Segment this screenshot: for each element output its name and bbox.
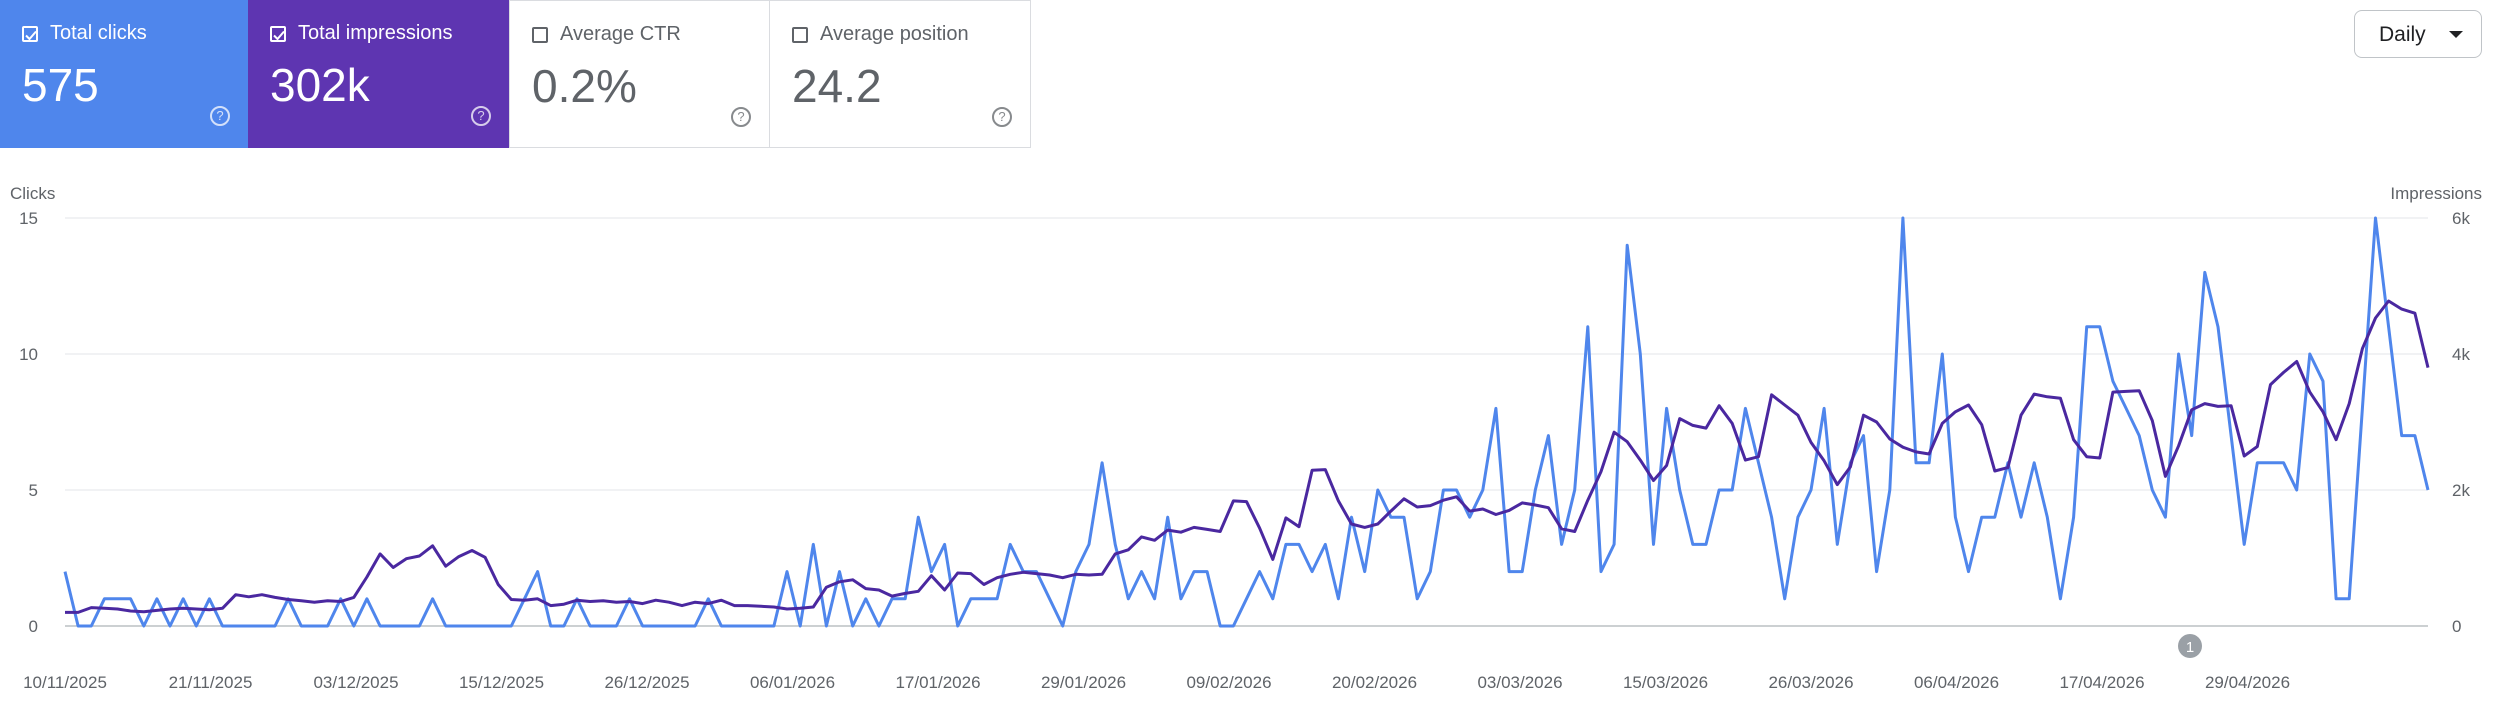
- total-clicks-checkbox[interactable]: [22, 26, 38, 42]
- chart-grid: [65, 217, 2428, 627]
- left-axis-tick-label: 0: [29, 617, 38, 636]
- x-axis-tick-label: 06/01/2026: [750, 673, 835, 692]
- average-ctr-value: 0.2%: [532, 60, 637, 112]
- x-axis-tick-label: 20/02/2026: [1332, 673, 1417, 692]
- x-axis-tick-label: 29/04/2026: [2205, 673, 2290, 692]
- x-axis-tick-label: 09/02/2026: [1186, 673, 1271, 692]
- x-axis-tick-label: 15/12/2025: [459, 673, 544, 692]
- x-axis-tick-label: 10/11/2025: [23, 673, 107, 692]
- average-ctr-card[interactable]: Average CTR 0.2% ?: [509, 0, 770, 148]
- x-axis-tick-label: 03/03/2026: [1477, 673, 1562, 692]
- total-clicks-card[interactable]: Total clicks 575 ?: [0, 0, 248, 148]
- total-clicks-value: 575: [22, 59, 99, 111]
- left-axis-tick-label: 5: [29, 481, 38, 500]
- average-position-value: 24.2: [792, 60, 882, 112]
- help-icon[interactable]: ?: [210, 106, 230, 126]
- help-icon[interactable]: ?: [731, 107, 751, 127]
- x-axis-ticks: 10/11/2025 21/11/2025 03/12/2025 15/12/2025…: [23, 673, 2290, 692]
- average-position-label: Average position: [820, 23, 969, 45]
- help-icon[interactable]: ?: [992, 107, 1012, 127]
- x-axis-tick-label: 26/12/2025: [604, 673, 689, 692]
- period-dropdown-value: Daily: [2379, 23, 2426, 46]
- chevron-down-icon: [2449, 31, 2463, 38]
- left-axis-title: Clicks: [10, 184, 55, 203]
- average-ctr-label: Average CTR: [560, 23, 681, 45]
- help-icon[interactable]: ?: [471, 106, 491, 126]
- x-axis-tick-label: 21/11/2025: [169, 673, 253, 692]
- right-axis-tick-label: 0: [2452, 617, 2461, 636]
- annotation-marker-label: 1: [2186, 639, 2194, 656]
- x-axis-tick-label: 03/12/2025: [313, 673, 398, 692]
- left-axis-tick-label: 10: [19, 345, 38, 364]
- period-dropdown[interactable]: Daily: [2354, 10, 2482, 58]
- right-axis-title: Impressions: [2390, 184, 2482, 203]
- total-impressions-card[interactable]: Total impressions 302k ?: [248, 0, 509, 148]
- total-impressions-checkbox[interactable]: [270, 26, 286, 42]
- chart-series: [63, 216, 2430, 628]
- x-axis-tick-label: 17/01/2026: [895, 673, 980, 692]
- average-ctr-checkbox[interactable]: [532, 27, 548, 43]
- left-axis-ticks: 0 5 10 15: [19, 209, 38, 636]
- annotation-marker[interactable]: 1: [2178, 634, 2202, 658]
- metric-cards: Total clicks 575 ? Total impressions 302…: [0, 0, 1031, 148]
- x-axis-tick-label: 26/03/2026: [1768, 673, 1853, 692]
- left-axis-tick-label: 15: [19, 209, 38, 228]
- total-impressions-value: 302k: [270, 59, 370, 111]
- x-axis-tick-label: 06/04/2026: [1914, 673, 1999, 692]
- x-axis-tick-label: 17/04/2026: [2059, 673, 2144, 692]
- total-impressions-label: Total impressions: [298, 22, 453, 44]
- total-clicks-label: Total clicks: [50, 22, 147, 44]
- impressions-series-line: [65, 299, 2430, 614]
- clicks-series-line: [63, 216, 2430, 628]
- right-axis-tick-label: 6k: [2452, 209, 2470, 228]
- right-axis-tick-label: 2k: [2452, 481, 2470, 500]
- right-axis-ticks: 0 2k 4k 6k: [2452, 209, 2470, 636]
- average-position-checkbox[interactable]: [792, 27, 808, 43]
- x-axis-tick-label: 15/03/2026: [1623, 673, 1708, 692]
- x-axis-tick-label: 29/01/2026: [1041, 673, 1126, 692]
- right-axis-tick-label: 4k: [2452, 345, 2470, 364]
- average-position-card[interactable]: Average position 24.2 ?: [770, 0, 1031, 148]
